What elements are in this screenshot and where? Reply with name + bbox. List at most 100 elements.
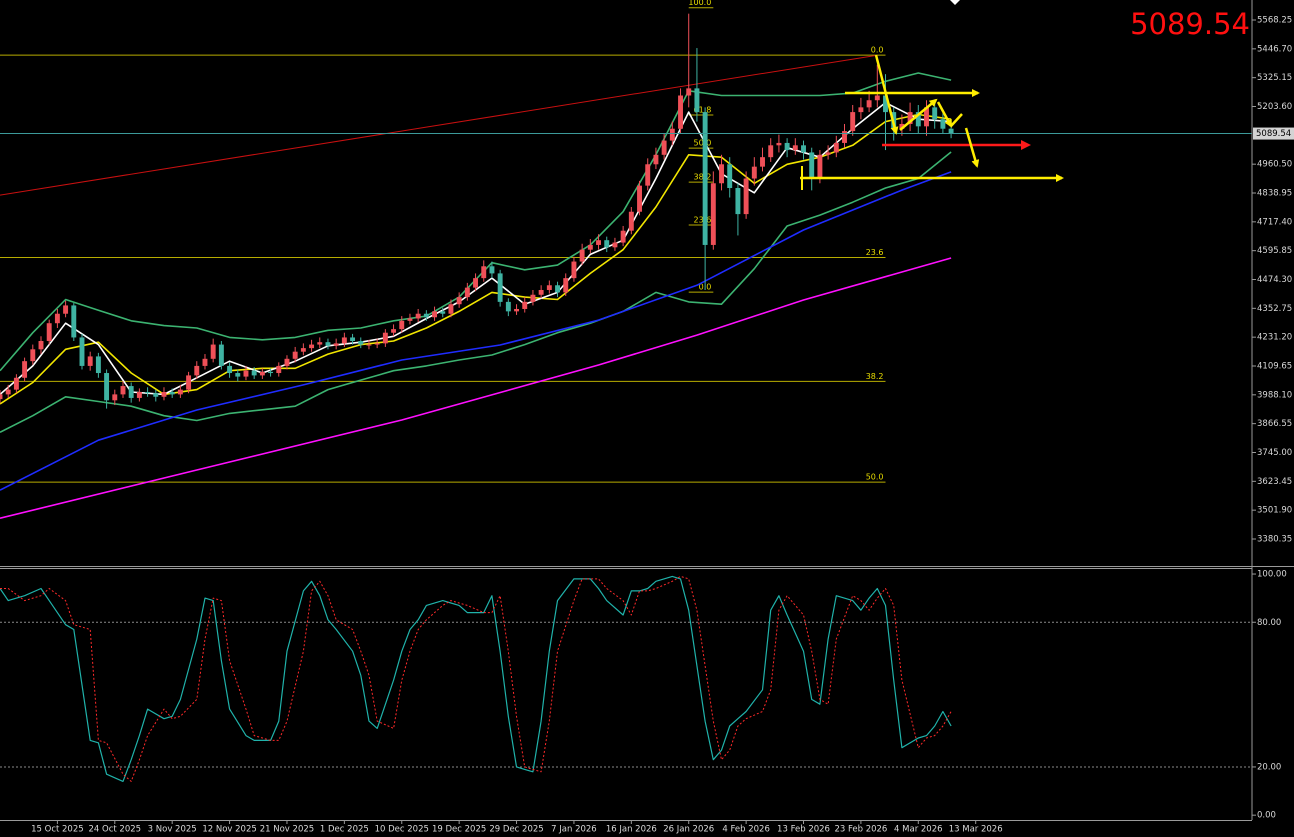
- candle-body: [481, 266, 487, 279]
- y-tick-label: 3745.00: [1257, 448, 1292, 458]
- y-tick-label: 3380.35: [1257, 534, 1292, 544]
- x-tick-label: 7 Jan 2026: [551, 825, 597, 835]
- candle-body: [22, 361, 28, 378]
- y-tick-label: 80.00: [1257, 618, 1281, 628]
- candle-body: [743, 178, 749, 215]
- y-tick-label: 5203.60: [1257, 102, 1292, 112]
- candle-body: [317, 342, 323, 345]
- candle-body: [358, 341, 364, 345]
- candle-body: [259, 371, 265, 376]
- candle-body: [546, 285, 552, 291]
- y-tick-label: 4109.65: [1257, 361, 1292, 371]
- candle-body: [587, 244, 593, 250]
- fib-label: 38.2: [694, 173, 712, 182]
- candle-body: [620, 230, 626, 243]
- fib-label: 38.2: [866, 372, 884, 381]
- x-tick-label: 23 Feb 2026: [834, 825, 887, 835]
- candle-body: [948, 128, 954, 134]
- x-tick-label: 12 Nov 2025: [202, 825, 256, 835]
- candle-body: [628, 211, 634, 231]
- candle-body: [669, 128, 675, 141]
- indicator-line: [0, 151, 952, 434]
- candle-body: [374, 343, 380, 345]
- candle-body: [5, 389, 11, 395]
- candle-body: [112, 394, 118, 401]
- candle-body: [842, 131, 847, 143]
- candle-body: [210, 344, 216, 359]
- candle-body: [391, 329, 397, 333]
- candle-body: [38, 341, 44, 350]
- indicator-line: [0, 257, 952, 519]
- candle-body: [268, 371, 274, 374]
- x-tick-label: 24 Oct 2025: [89, 825, 142, 835]
- candle-body: [276, 365, 282, 374]
- candle-body: [153, 393, 159, 397]
- fib-label: 100.0: [688, 0, 711, 7]
- fib-label: 61.8: [694, 105, 712, 114]
- fib-label: 0.0: [871, 46, 884, 55]
- candle-body: [423, 313, 429, 318]
- y-tick-label: 3866.55: [1257, 419, 1292, 429]
- candle-body: [604, 240, 610, 248]
- x-tick-label: 29 Dec 2025: [489, 825, 543, 835]
- price-tag-label: 5089.54: [1256, 129, 1291, 139]
- candle-body: [776, 142, 782, 146]
- y-tick-label: 5325.15: [1257, 73, 1292, 83]
- candle-body: [719, 164, 724, 184]
- candle-body: [292, 351, 298, 359]
- candle-body: [95, 356, 101, 374]
- candle-body: [350, 337, 356, 342]
- arrow: [964, 127, 980, 168]
- candle-body: [0, 394, 3, 400]
- candle-body: [415, 313, 421, 319]
- y-tick-label: 0.00: [1257, 811, 1276, 821]
- candle-body: [530, 294, 536, 302]
- candle-body: [341, 337, 347, 344]
- candle-body: [251, 370, 257, 376]
- candle-body: [497, 273, 503, 302]
- candle-body: [645, 164, 651, 186]
- candle-body: [940, 119, 946, 129]
- y-tick-label: 5568.25: [1257, 16, 1292, 26]
- candle-body: [760, 157, 765, 167]
- arrow: [874, 54, 899, 135]
- candle-body: [678, 95, 683, 129]
- candle-body: [768, 145, 774, 158]
- candle-body: [186, 375, 192, 390]
- y-tick-label: 4231.20: [1257, 333, 1292, 343]
- candle-body: [407, 318, 413, 321]
- x-tick-label: 15 Oct 2025: [31, 825, 84, 835]
- candle-body: [694, 88, 700, 113]
- y-tick-label: 4474.30: [1257, 275, 1292, 285]
- candle-body: [87, 356, 93, 366]
- candle-body: [309, 344, 315, 349]
- candle-body: [915, 112, 921, 127]
- candle-body: [13, 377, 19, 390]
- candle-body: [440, 311, 446, 314]
- candle-body: [883, 95, 888, 113]
- x-tick-label: 4 Feb 2026: [722, 825, 770, 835]
- candle-body: [514, 308, 520, 312]
- candle-body: [784, 142, 790, 151]
- candle-body: [809, 152, 815, 179]
- candle-body: [399, 320, 405, 330]
- candle-body: [686, 88, 692, 96]
- annotations: [800, 0, 1064, 190]
- candle-body: [858, 107, 864, 113]
- y-tick-label: 4595.85: [1257, 246, 1292, 256]
- candle-body: [579, 249, 585, 262]
- candle-body: [727, 164, 733, 189]
- y-tick-label: 100.00: [1257, 570, 1287, 580]
- candle-body: [235, 373, 241, 377]
- candle-body: [145, 392, 151, 394]
- candle-body: [538, 290, 544, 295]
- trend-line: [0, 54, 878, 196]
- arrow: [950, 113, 963, 127]
- candle-body: [333, 343, 339, 346]
- candle-body: [46, 323, 52, 342]
- y-tick-label: 3501.90: [1257, 506, 1292, 516]
- candle-body: [735, 188, 741, 215]
- candle-body: [194, 365, 200, 376]
- candle-body: [218, 344, 224, 366]
